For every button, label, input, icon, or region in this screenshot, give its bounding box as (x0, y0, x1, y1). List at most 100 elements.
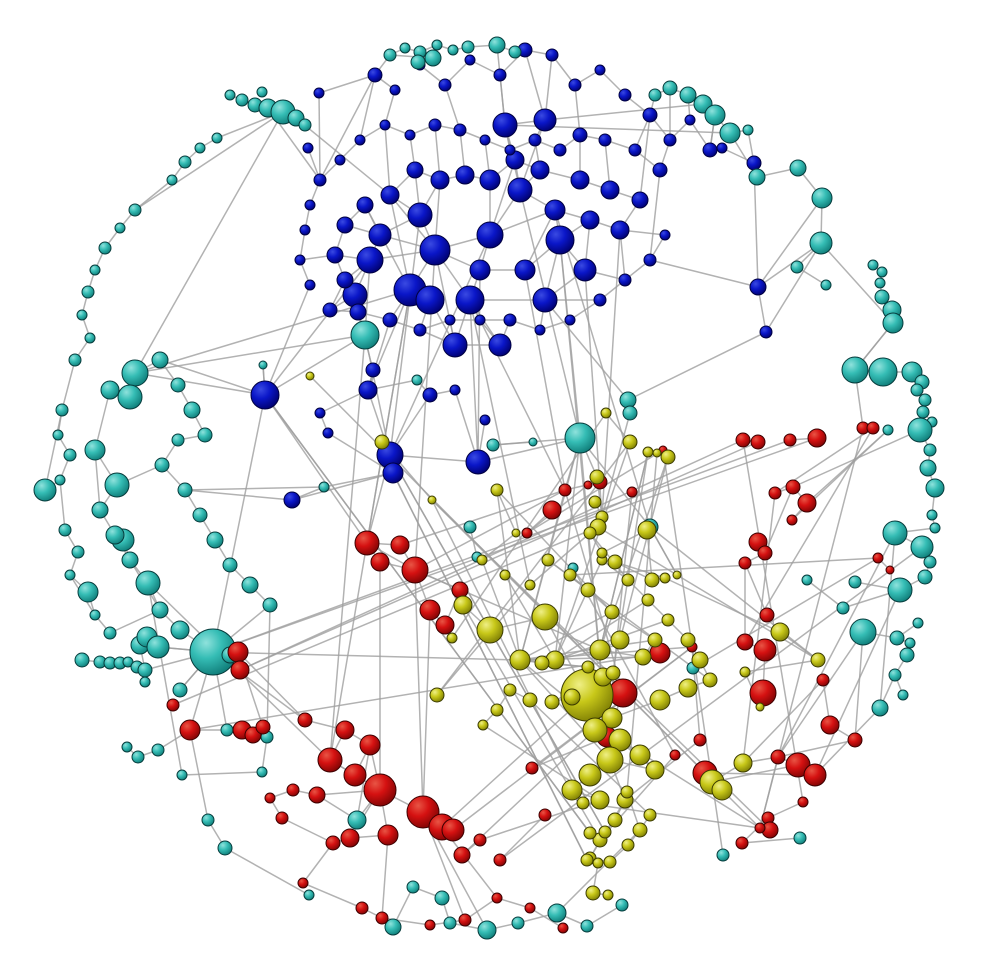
graph-node[interactable] (872, 552, 884, 564)
graph-node[interactable] (849, 618, 877, 646)
graph-node[interactable] (211, 132, 223, 144)
graph-node[interactable] (570, 170, 590, 190)
graph-node[interactable] (427, 495, 437, 505)
graph-node[interactable] (871, 699, 889, 717)
graph-node[interactable] (887, 577, 913, 603)
graph-node[interactable] (435, 615, 455, 635)
graph-node[interactable] (866, 421, 880, 435)
graph-node[interactable] (750, 434, 766, 450)
graph-node[interactable] (572, 127, 588, 143)
graph-node[interactable] (524, 902, 536, 914)
graph-node[interactable] (171, 433, 185, 447)
graph-node[interactable] (702, 142, 718, 158)
graph-node[interactable] (493, 68, 507, 82)
graph-node[interactable] (297, 877, 309, 889)
graph-node[interactable] (363, 773, 397, 807)
graph-node[interactable] (465, 449, 491, 475)
graph-node[interactable] (622, 434, 638, 450)
graph-node[interactable] (525, 761, 539, 775)
graph-node[interactable] (183, 401, 201, 419)
graph-node[interactable] (580, 582, 596, 598)
graph-node[interactable] (235, 93, 249, 107)
graph-node[interactable] (304, 199, 316, 211)
graph-node[interactable] (206, 531, 224, 549)
graph-node[interactable] (89, 609, 101, 621)
graph-node[interactable] (84, 439, 106, 461)
graph-node[interactable] (581, 660, 595, 674)
graph-node[interactable] (375, 911, 389, 925)
graph-node[interactable] (867, 259, 879, 271)
graph-node[interactable] (507, 177, 533, 203)
graph-node[interactable] (629, 744, 651, 766)
graph-node[interactable] (659, 229, 671, 241)
graph-node[interactable] (128, 203, 142, 217)
graph-node[interactable] (469, 259, 491, 281)
graph-node[interactable] (531, 603, 559, 631)
graph-node[interactable] (458, 913, 472, 927)
graph-node[interactable] (602, 889, 614, 901)
graph-node[interactable] (151, 351, 169, 369)
graph-node[interactable] (702, 672, 718, 688)
graph-node[interactable] (503, 683, 517, 697)
graph-node[interactable] (399, 42, 411, 54)
graph-node[interactable] (542, 500, 562, 520)
graph-node[interactable] (916, 405, 930, 419)
graph-node[interactable] (347, 810, 367, 830)
graph-node[interactable] (63, 448, 77, 462)
graph-node[interactable] (704, 104, 726, 126)
graph-node[interactable] (561, 779, 583, 801)
graph-node[interactable] (166, 174, 178, 186)
graph-node[interactable] (910, 383, 924, 397)
graph-node[interactable] (631, 191, 649, 209)
graph-node[interactable] (885, 565, 895, 575)
graph-node[interactable] (739, 666, 751, 678)
graph-node[interactable] (592, 857, 604, 869)
graph-node[interactable] (256, 766, 268, 778)
graph-node[interactable] (379, 119, 391, 131)
graph-node[interactable] (177, 482, 193, 498)
graph-node[interactable] (820, 279, 832, 291)
graph-node[interactable] (356, 246, 384, 274)
graph-node[interactable] (669, 749, 681, 761)
graph-node[interactable] (334, 154, 346, 166)
graph-node[interactable] (619, 391, 637, 409)
graph-node[interactable] (170, 377, 186, 393)
graph-node[interactable] (455, 285, 485, 315)
graph-node[interactable] (137, 662, 153, 678)
graph-node[interactable] (803, 763, 827, 787)
graph-node[interactable] (504, 144, 516, 156)
graph-node[interactable] (511, 528, 521, 538)
graph-node[interactable] (897, 689, 909, 701)
graph-node[interactable] (275, 811, 289, 825)
graph-node[interactable] (545, 48, 559, 62)
graph-node[interactable] (488, 36, 506, 54)
graph-node[interactable] (836, 601, 850, 615)
graph-node[interactable] (455, 165, 475, 185)
graph-node[interactable] (904, 637, 916, 649)
graph-node[interactable] (790, 260, 804, 274)
graph-node[interactable] (308, 786, 326, 804)
graph-node[interactable] (230, 660, 250, 680)
graph-node[interactable] (558, 483, 572, 497)
graph-node[interactable] (735, 432, 751, 448)
graph-node[interactable] (356, 196, 374, 214)
graph-node[interactable] (641, 593, 655, 607)
graph-node[interactable] (68, 353, 82, 367)
graph-node[interactable] (659, 572, 671, 584)
graph-node[interactable] (748, 168, 766, 186)
graph-node[interactable] (917, 569, 933, 585)
graph-node[interactable] (377, 824, 399, 846)
graph-node[interactable] (89, 264, 101, 276)
graph-node[interactable] (876, 266, 888, 278)
graph-node[interactable] (368, 223, 392, 247)
graph-node[interactable] (593, 293, 607, 307)
graph-node[interactable] (521, 527, 533, 539)
graph-node[interactable] (768, 486, 782, 500)
graph-node[interactable] (538, 808, 552, 822)
graph-node[interactable] (389, 84, 401, 96)
graph-node[interactable] (678, 678, 698, 698)
graph-node[interactable] (603, 855, 617, 869)
graph-node[interactable] (684, 114, 696, 126)
graph-node[interactable] (442, 332, 468, 358)
graph-node[interactable] (583, 526, 597, 540)
